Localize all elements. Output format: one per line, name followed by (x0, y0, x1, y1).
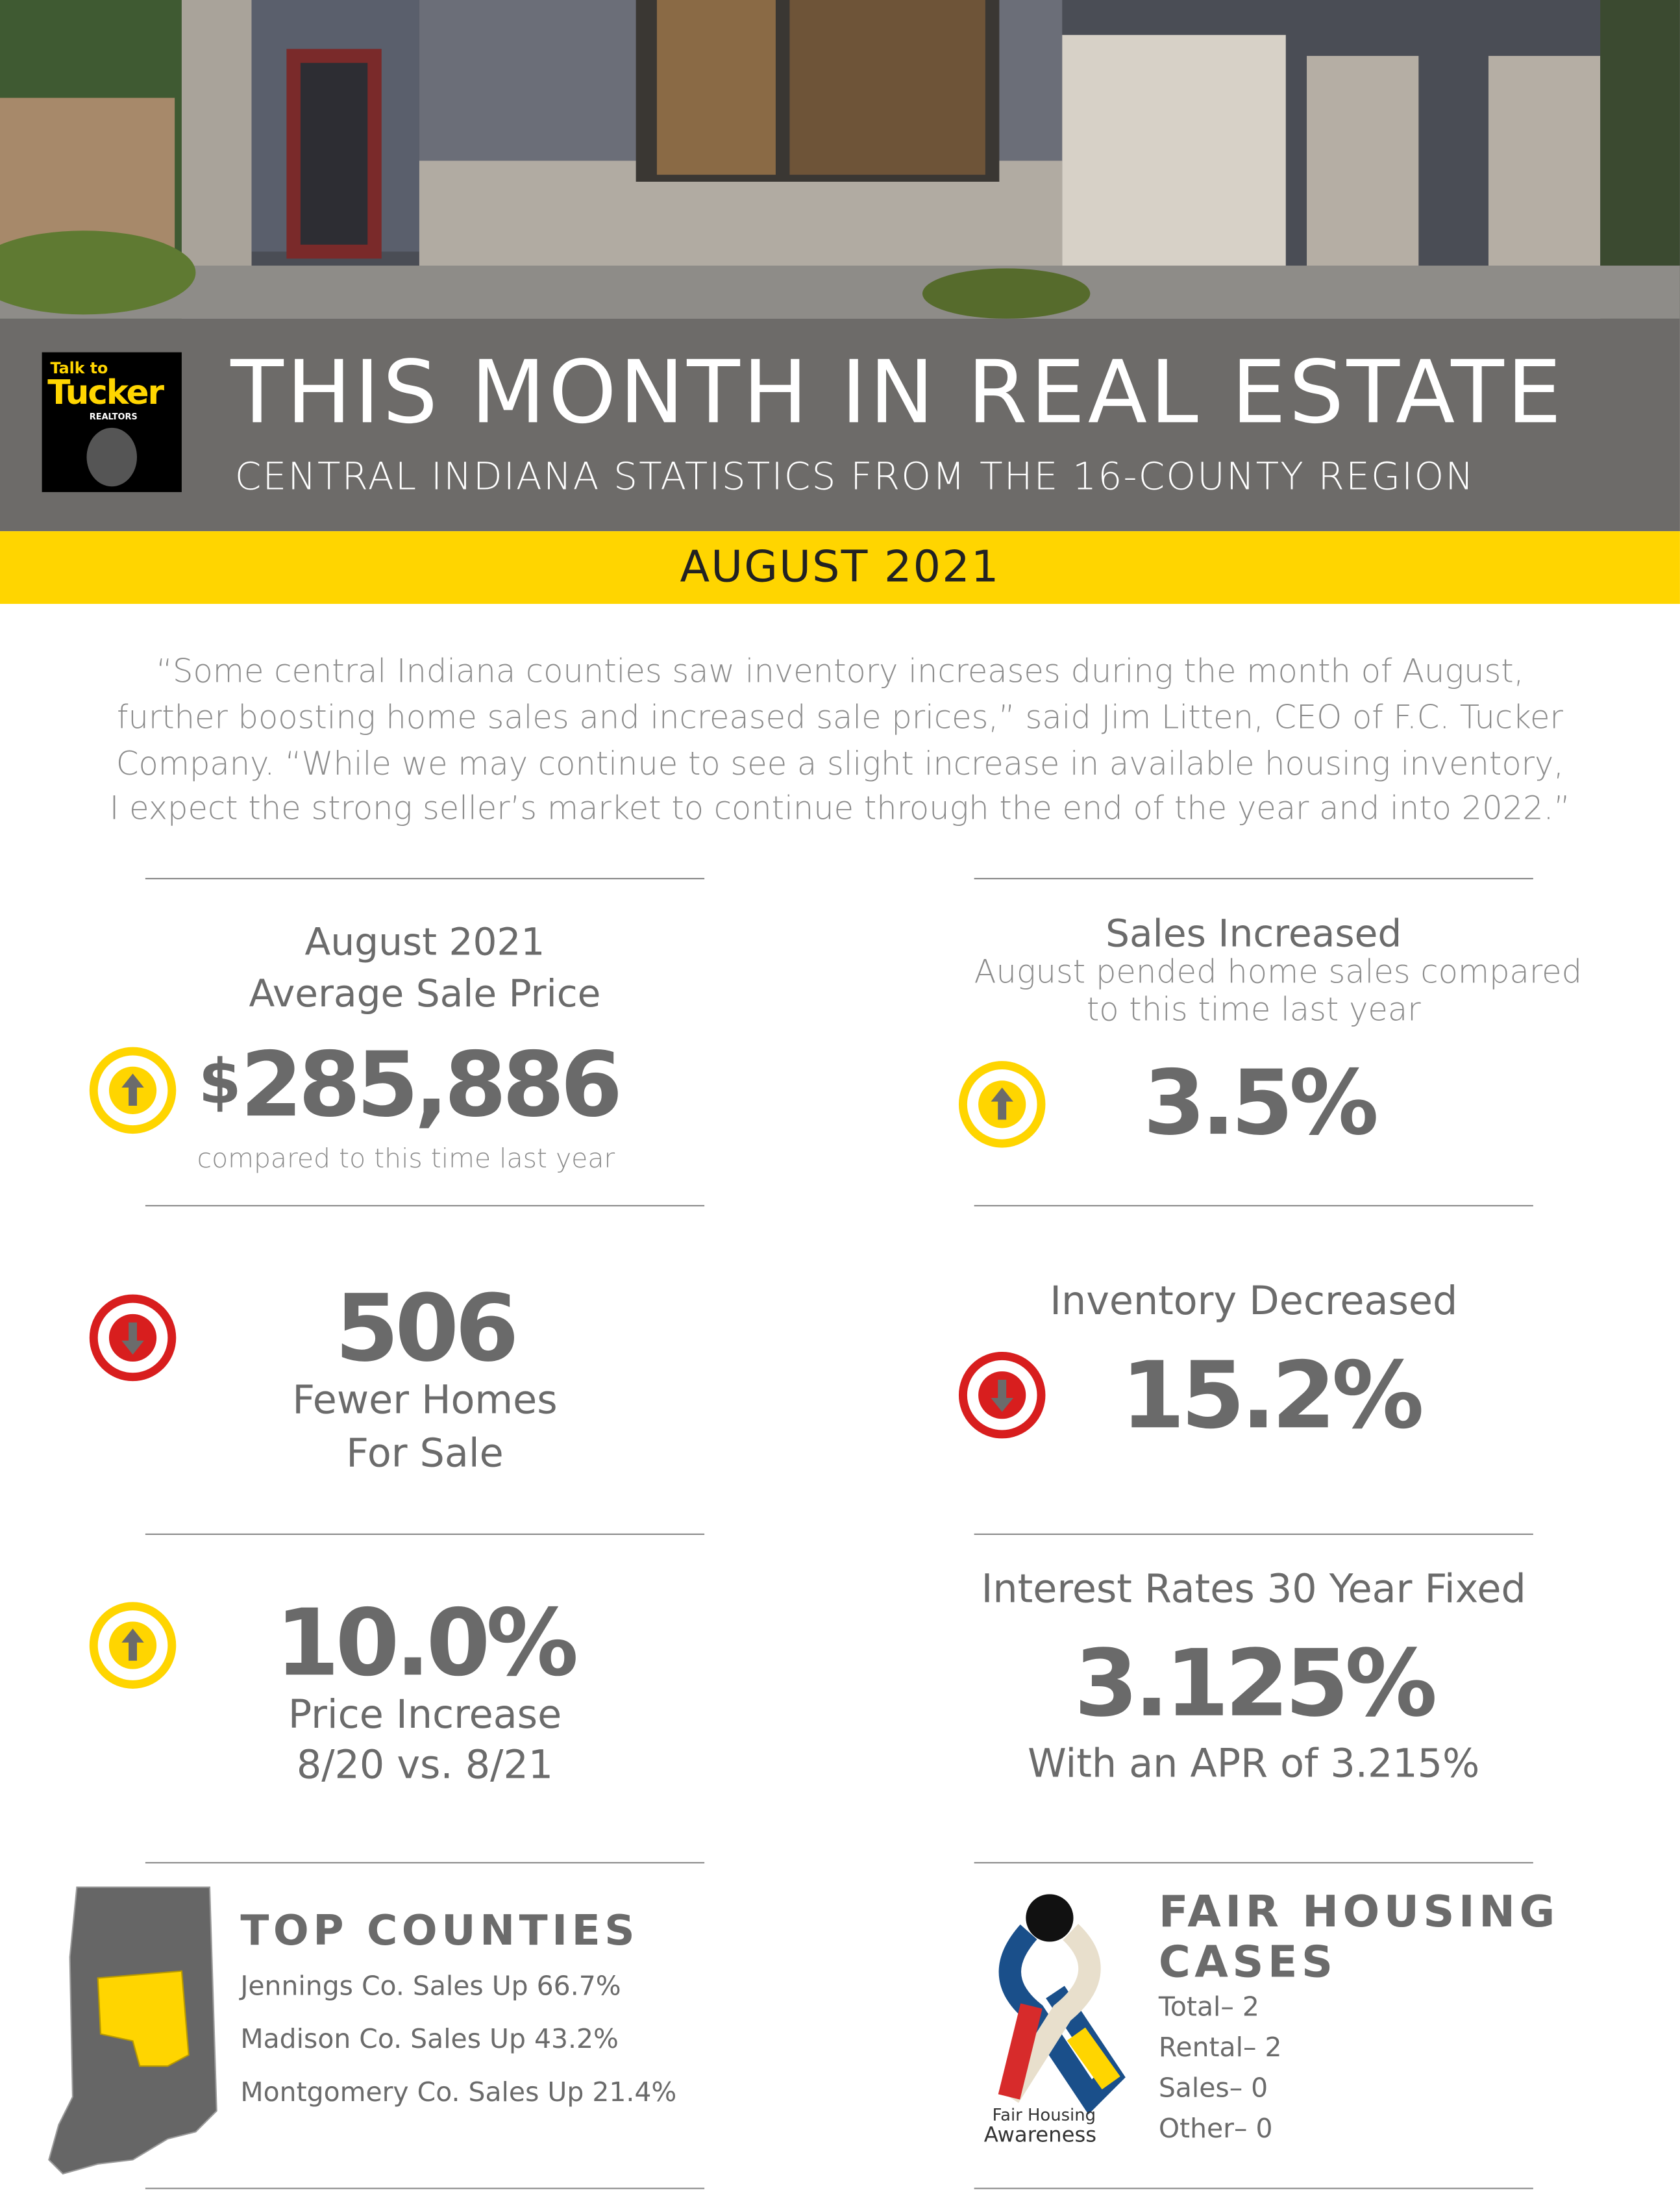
stat-label: For Sale (346, 1430, 504, 1476)
divider (974, 1204, 1533, 1207)
county-item: Madison Co. Sales Up 43.2% (240, 2024, 619, 2055)
up-icon (963, 1065, 1041, 1144)
divider (974, 1533, 1533, 1535)
month: AUGUST 2021 (680, 542, 1000, 593)
quote-line: “Some central Indiana counties saw inven… (156, 654, 1524, 691)
header-band (0, 318, 1680, 532)
stat-label: 8/20 vs. 8/21 (296, 1741, 554, 1788)
case-item: Rental– 2 (1158, 2032, 1282, 2063)
logo-text: REALTORS (89, 412, 138, 423)
stat-note: to this time last year (1086, 992, 1421, 1029)
title: THIS MONTH IN REAL ESTATE (230, 341, 1564, 443)
divider (145, 1204, 705, 1207)
divider (145, 2187, 705, 2189)
ribbon-text: Awareness (983, 2122, 1097, 2148)
stat-label: Fewer Homes (292, 1376, 558, 1423)
ribbon (998, 1894, 1126, 2115)
indiana-map (48, 1886, 217, 2175)
quote-line: Company. “While we may continue to see a… (116, 746, 1564, 783)
down-icon (963, 1356, 1041, 1434)
stat-label: Inventory Decreased (1050, 1277, 1458, 1324)
divider (145, 1533, 705, 1535)
section-title: FAIR HOUSING (1158, 1887, 1559, 1938)
county-item: Jennings Co. Sales Up 66.7% (240, 1971, 621, 2002)
divider (974, 2187, 1533, 2189)
stat-label: Price Increase (288, 1691, 562, 1738)
logo-text: Tucker (47, 373, 164, 413)
stat-value: 506 (334, 1275, 519, 1383)
stat-label: August 2021 (304, 921, 545, 965)
section-title: TOP COUNTIES (240, 1906, 639, 1956)
ribbon-text: Fair Housing (992, 2105, 1096, 2125)
stat-note: August pended home sales compared (974, 954, 1583, 991)
stat-label: Average Sale Price (249, 973, 601, 1017)
case-item: Sales– 0 (1158, 2073, 1268, 2104)
stat-note: compared to this time last year (197, 1143, 615, 1175)
subtitle: CENTRAL INDIANA STATISTICS FROM THE 16-C… (234, 455, 1476, 499)
stat-value: 10.0% (275, 1589, 578, 1697)
divider (974, 1862, 1533, 1863)
logo-text: Talk to (50, 359, 108, 378)
stat-label: Interest Rates 30 Year Fixed (981, 1565, 1526, 1612)
month-band (0, 531, 1680, 604)
divider (145, 878, 705, 880)
stat-value: 3.5% (1143, 1052, 1379, 1156)
county-item: Montgomery Co. Sales Up 21.4% (240, 2077, 677, 2108)
stat-note: With an APR of 3.215% (1028, 1740, 1480, 1787)
divider (974, 878, 1533, 880)
case-item: Other– 0 (1158, 2113, 1273, 2145)
currency: $ (198, 1047, 241, 1119)
logo: Talk to Tucker REALTORS (42, 352, 182, 492)
stat-value: 15.2% (1120, 1341, 1424, 1450)
case-item: Total– 2 (1158, 1992, 1259, 2023)
stat-value: 285,886 (240, 1034, 623, 1138)
house-photo (0, 0, 1680, 319)
stat-value: 3.125% (1074, 1630, 1438, 1738)
quote-line: I expect the strong seller’s market to c… (109, 791, 1571, 828)
quote-line: further boosting home sales and increase… (117, 700, 1563, 737)
up-icon (93, 1051, 172, 1130)
divider (145, 1862, 705, 1863)
stat-label: Sales Increased (1106, 912, 1402, 956)
logo-globe (86, 427, 137, 487)
section-title: CASES (1158, 1937, 1337, 1988)
